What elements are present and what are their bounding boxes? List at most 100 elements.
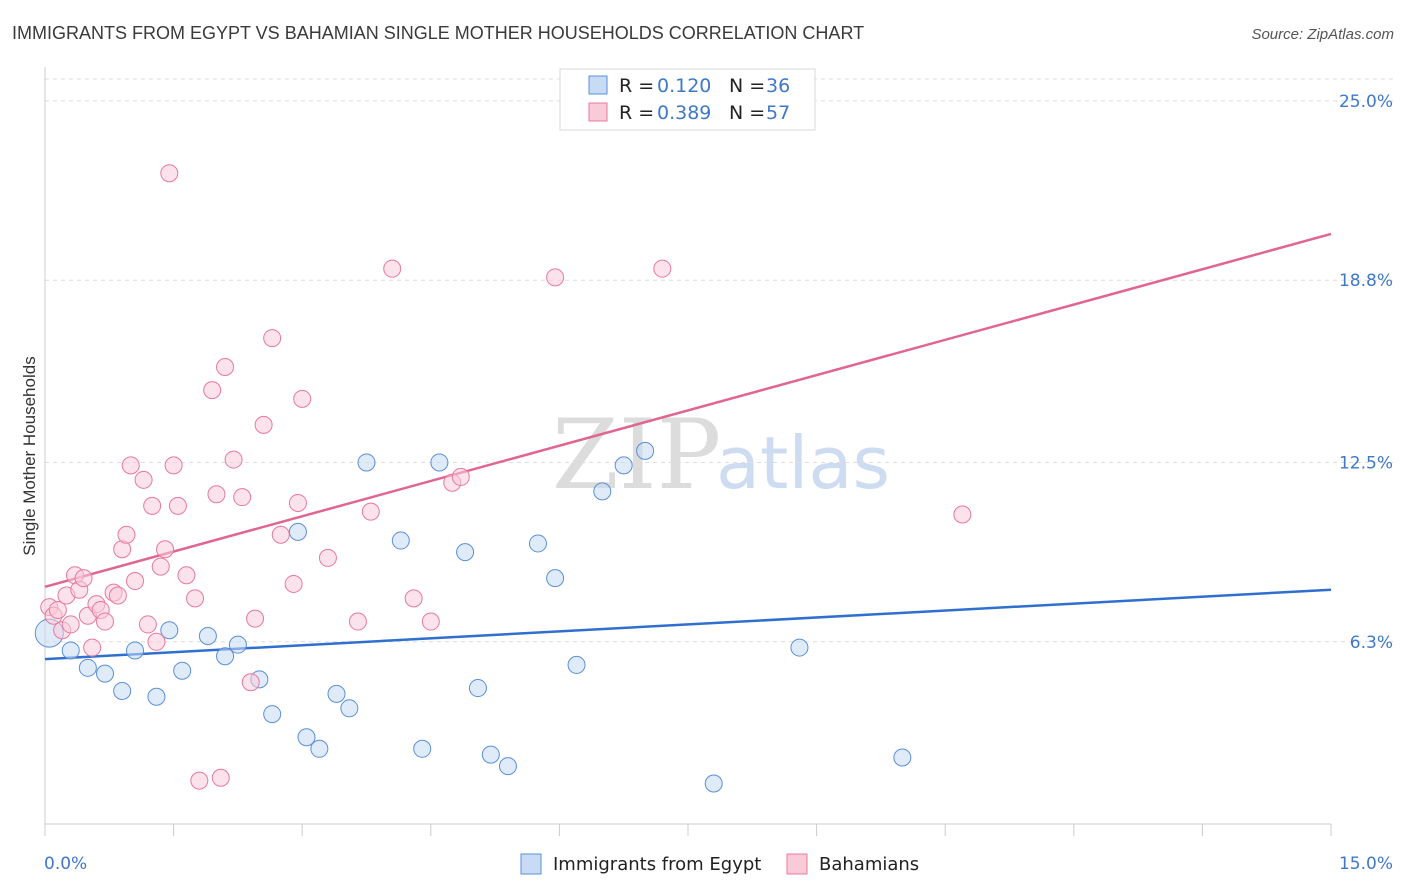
point-bahamians (156, 540, 175, 559)
point-bahamians (190, 771, 209, 790)
point-bahamians (383, 259, 402, 278)
point-bahamians (83, 638, 102, 657)
point-bahamians (207, 485, 226, 504)
point-bahamians (451, 467, 470, 486)
point-bahamians (233, 488, 252, 507)
series-legend-swatch-egypt (520, 853, 542, 875)
watermark-atlas: atlas (716, 421, 890, 505)
point-egypt (340, 699, 359, 718)
point-egypt (704, 774, 723, 793)
stats-legend-r-label-bahamians: R = (619, 102, 654, 124)
point-egypt (528, 534, 547, 553)
point-bahamians (653, 259, 672, 278)
point-egypt (481, 745, 500, 764)
point-bahamians (164, 456, 183, 475)
point-egypt (790, 638, 809, 657)
point-egypt (61, 641, 80, 660)
point-egypt (216, 647, 235, 666)
point-egypt (893, 748, 912, 767)
point-egypt (636, 441, 655, 460)
axes (44, 67, 1332, 836)
point-bahamians (126, 572, 145, 591)
point-egypt (614, 456, 633, 475)
series-legend: Immigrants from Egypt Bahamians (520, 853, 919, 875)
point-egypt (198, 627, 217, 645)
point-egypt (327, 684, 346, 703)
point-bahamians (211, 768, 230, 787)
point-bahamians (134, 470, 153, 489)
point-bahamians (138, 615, 157, 634)
point-bahamians (117, 525, 136, 544)
point-egypt (113, 681, 132, 700)
point-bahamians (246, 609, 265, 628)
trend-line-egypt (44, 588, 1332, 661)
x-tick-label: 0.0% (44, 854, 87, 874)
point-egypt (546, 569, 565, 588)
point-bahamians (284, 574, 303, 593)
point-egypt (96, 664, 115, 683)
point-bahamians (546, 268, 565, 287)
y-tick-label: 6.3% (1350, 633, 1393, 653)
stats-legend-n-label-bahamians: N = (729, 102, 765, 124)
point-bahamians (147, 632, 166, 651)
point-bahamians (143, 496, 162, 515)
point-bahamians (108, 586, 127, 605)
data-points (34, 164, 972, 793)
stats-legend: R = 0.120 N = 36 R = 0.389 N = 57 (559, 68, 816, 131)
x-tick-label: 15.0% (1339, 854, 1393, 874)
point-bahamians (203, 381, 222, 400)
trend-lines (44, 232, 1332, 661)
point-bahamians (186, 589, 205, 608)
point-bahamians (288, 493, 307, 512)
point-bahamians (271, 525, 290, 544)
point-egypt (160, 621, 179, 640)
point-egypt (297, 728, 316, 747)
point-bahamians (241, 673, 260, 692)
point-bahamians (953, 505, 972, 524)
point-bahamians (160, 164, 179, 183)
point-bahamians (151, 557, 170, 576)
point-egypt (126, 641, 145, 660)
point-bahamians (96, 612, 115, 631)
stats-legend-n-label-egypt: N = (729, 75, 765, 97)
y-tick-label: 25.0% (1339, 92, 1393, 112)
series-legend-swatch-bahamians (786, 853, 808, 875)
point-bahamians (293, 389, 312, 408)
point-bahamians (224, 450, 243, 469)
point-bahamians (421, 612, 440, 631)
point-egypt (567, 655, 586, 674)
point-egypt (391, 531, 410, 550)
stats-legend-r-label-egypt: R = (619, 75, 654, 97)
point-egypt (593, 482, 612, 501)
point-bahamians (168, 496, 187, 515)
y-tick-label: 12.5% (1339, 453, 1393, 473)
point-bahamians (61, 615, 80, 634)
trend-line-bahamians (44, 232, 1332, 589)
point-bahamians (318, 548, 337, 567)
point-egypt (468, 679, 487, 698)
y-axis-label: Single Mother Households (20, 356, 39, 555)
point-egypt (173, 661, 192, 680)
stats-legend-r-value-egypt: 0.120 (657, 75, 711, 97)
point-egypt (498, 757, 517, 776)
point-bahamians (348, 612, 367, 631)
point-bahamians (263, 329, 282, 348)
point-egypt (413, 739, 432, 758)
point-bahamians (74, 569, 93, 588)
point-bahamians (254, 415, 273, 434)
point-egypt (430, 453, 449, 472)
series-legend-label-egypt: Immigrants from Egypt (553, 854, 761, 875)
point-egypt (263, 705, 282, 724)
point-bahamians (48, 600, 67, 619)
stats-legend-r-value-bahamians: 0.389 (657, 102, 711, 124)
watermark: ZIP atlas (552, 399, 890, 511)
y-tick-label: 18.8% (1339, 271, 1393, 291)
point-bahamians (216, 358, 235, 377)
stats-legend-swatch-bahamians (588, 102, 608, 122)
series-legend-label-bahamians: Bahamians (819, 854, 919, 875)
point-bahamians (121, 456, 140, 475)
grid-lines (45, 78, 1394, 643)
point-egypt (78, 658, 97, 677)
point-bahamians (404, 589, 423, 608)
